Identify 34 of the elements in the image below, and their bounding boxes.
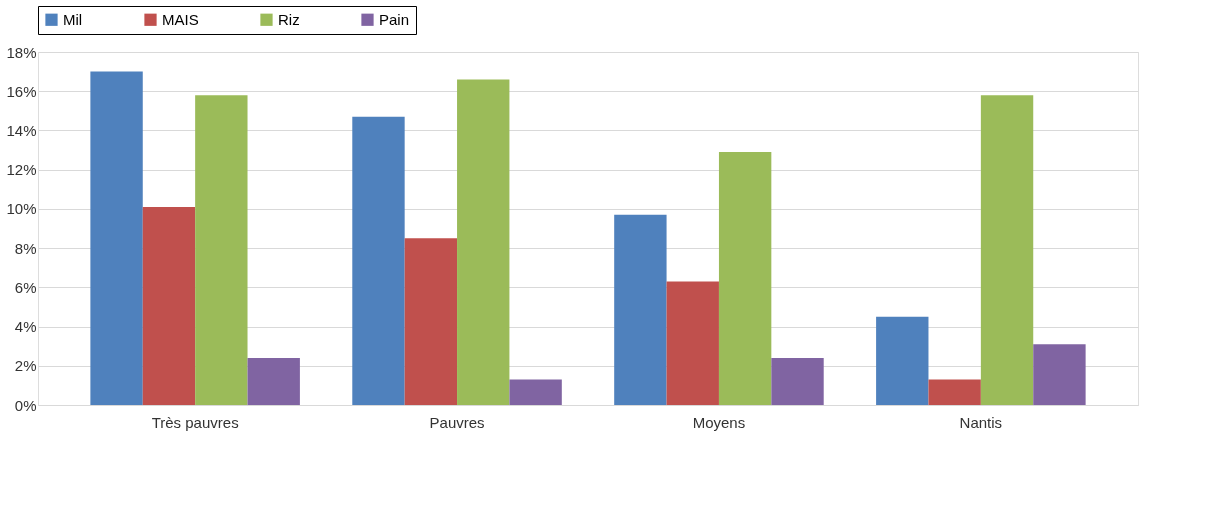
bar — [928, 379, 981, 405]
y-tick-label: 0% — [14, 396, 37, 414]
bar — [142, 206, 196, 405]
y-tick-label: 18% — [6, 43, 37, 61]
bar — [666, 281, 719, 405]
legend-label: Pain — [379, 10, 410, 28]
x-tick-label: Pauvres — [429, 413, 485, 431]
legend-label: Mil — [63, 10, 83, 28]
bar — [457, 79, 510, 405]
y-tick-label: 8% — [14, 239, 37, 257]
x-tick-label: Nantis — [959, 413, 1003, 431]
bar — [509, 379, 562, 405]
legend-label: Riz — [278, 10, 300, 28]
bar — [876, 316, 929, 405]
y-tick-label: 6% — [14, 278, 37, 296]
y-tick-label: 12% — [6, 161, 37, 179]
bar — [352, 116, 405, 405]
bar — [614, 214, 667, 405]
bar — [404, 238, 458, 405]
bar — [1033, 344, 1086, 405]
bar — [718, 152, 772, 405]
bar — [980, 95, 1034, 405]
bar — [771, 357, 824, 405]
bar — [195, 95, 248, 405]
y-tick-label: 10% — [6, 200, 37, 218]
y-tick-label: 2% — [14, 357, 37, 375]
bar — [247, 357, 300, 405]
y-tick-label: 14% — [6, 121, 37, 139]
x-tick-label: Très pauvres — [151, 413, 239, 431]
legend-label: MAIS — [162, 10, 199, 28]
y-tick-label: 4% — [14, 318, 37, 336]
x-tick-label: Moyens — [692, 413, 746, 431]
y-tick-label: 16% — [6, 82, 37, 100]
bar — [90, 71, 143, 405]
